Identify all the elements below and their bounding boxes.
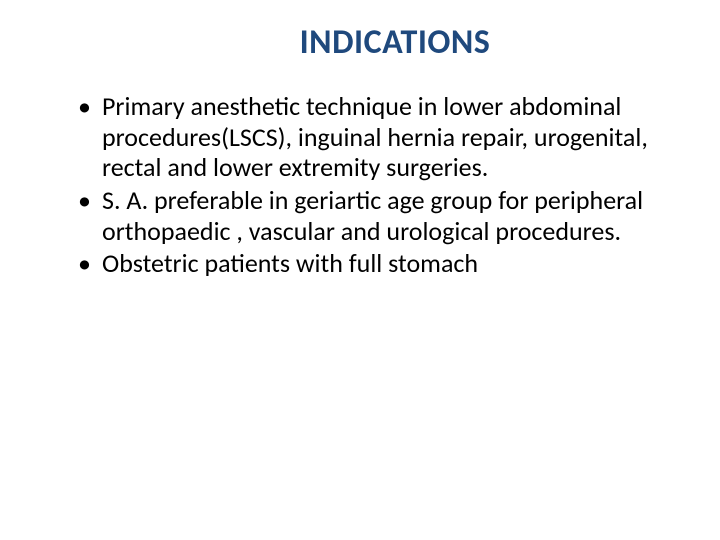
bullet-text: S. A. preferable in geriartic age group … xyxy=(102,184,643,247)
bullet-list: Primary anesthetic technique in lower ab… xyxy=(50,91,670,279)
bullet-text: Primary anesthetic technique in lower ab… xyxy=(102,90,648,183)
list-item: Obstetric patients with full stomach xyxy=(78,248,670,279)
list-item: S. A. preferable in geriartic age group … xyxy=(78,185,670,246)
slide-container: INDICATIONS Primary anesthetic technique… xyxy=(0,0,720,540)
slide-title: INDICATIONS xyxy=(50,22,670,63)
list-item: Primary anesthetic technique in lower ab… xyxy=(78,91,670,183)
bullet-text: Obstetric patients with full stomach xyxy=(102,247,478,279)
